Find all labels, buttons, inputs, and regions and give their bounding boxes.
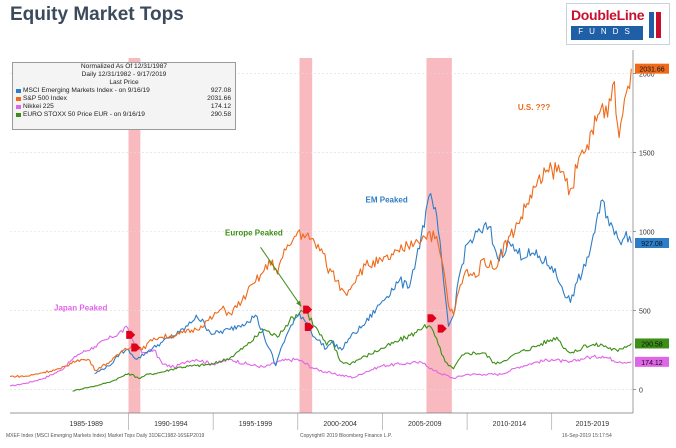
peak-marker-4 [304, 322, 314, 331]
logo-wordmark: DoubleLine [571, 7, 645, 23]
footer-copyright: Copyright© 2019 Bloomberg Finance L.P. [300, 433, 392, 439]
y-tick-label-1000: 1000 [639, 230, 655, 237]
logo-mark-icon [649, 12, 661, 38]
series-line-msci-emerging-markets-index [94, 193, 632, 375]
y-tick-label-2000: 2000 [639, 72, 655, 79]
last-value-flag-s-p-500-index: 2031.66 [635, 63, 669, 74]
series-line-s-p-500-index [9, 68, 632, 378]
annotation-3: EM Peaked [366, 195, 408, 204]
legend-header-1: Normalized As Of 12/31/1987 [80, 63, 168, 70]
last-value-box [635, 338, 669, 349]
legend-swatch-sp500 [16, 97, 21, 101]
x-period-label-5: 2005-2009 [408, 421, 442, 428]
y-tick-label-500: 500 [639, 308, 651, 315]
page-title: Equity Market Tops [10, 4, 184, 25]
last-value-flag-euro-stoxx-50-price-eur: 290.58 [635, 338, 669, 349]
last-value-label: 174.12 [641, 360, 663, 367]
logo-funds-bar: FUNDS [571, 26, 643, 40]
legend-value-sp500: 2031.66 [207, 95, 231, 102]
last-value-flag-nikkei-225: 174.12 [635, 356, 669, 367]
peak-marker-1 [126, 330, 136, 339]
europe-arrow-head [296, 300, 302, 307]
legend-value-eurostoxx: 290.58 [210, 111, 231, 118]
legend-header-2: Daily 12/31/1982 - 9/17/2019 [81, 71, 167, 78]
last-value-flag-msci-emerging-markets-index: 927.08 [635, 238, 669, 249]
peak-marker-2 [131, 343, 141, 352]
x-period-label-3: 1995-1999 [239, 421, 273, 428]
legend-header-3: Last Price [109, 79, 139, 86]
footer-source: MXEF Index (MSCI Emerging Markets Index)… [6, 433, 205, 439]
logo-funds-text: FUNDS [578, 27, 636, 36]
last-value-label: 2031.66 [639, 67, 664, 74]
x-period-label-2: 1990-1994 [154, 421, 188, 428]
peak-marker-6 [437, 324, 447, 333]
series-line-nikkei-225 [9, 325, 632, 387]
last-value-box [635, 63, 669, 74]
legend-swatch-msci [16, 89, 21, 93]
x-period-label-6: 2010-2014 [493, 421, 527, 428]
legend-item-nikkei: Nikkei 225 174.12 [13, 103, 235, 111]
x-period-label-7: 2015-2019 [576, 421, 610, 428]
legend-swatch-nikkei [16, 105, 21, 109]
doubleline-logo: DoubleLine FUNDS [566, 3, 670, 45]
legend-label-nikkei: Nikkei 225 [23, 103, 54, 110]
x-period-label-1: 1985-1989 [69, 421, 103, 428]
peak-band-1 [128, 58, 141, 413]
series-line-euro-stoxx-50-price-eur [72, 309, 632, 392]
x-period-label-4: 2000-2004 [323, 421, 357, 428]
legend-value-msci: 927.08 [210, 87, 231, 94]
legend-item-msci: MSCI Emerging Markets Index - on 9/16/19… [13, 87, 235, 95]
legend-item-eurostoxx: EURO STOXX 50 Price EUR - on 9/16/19 290… [13, 111, 235, 119]
last-value-label: 927.08 [641, 241, 663, 248]
legend-value-nikkei: 174.12 [210, 103, 231, 110]
last-value-box [635, 238, 669, 249]
last-value-label: 290.58 [641, 341, 663, 348]
y-tick-label-1500: 1500 [639, 151, 655, 158]
peak-marker-5 [427, 314, 437, 323]
annotation-2: Europe Peaked [225, 228, 283, 237]
legend-label-sp500: S&P 500 Index [23, 95, 67, 102]
legend-label-msci: MSCI Emerging Markets Index - on 9/16/19 [23, 87, 150, 94]
chart-legend: Normalized As Of 12/31/1987 Daily 12/31/… [12, 62, 236, 130]
legend-item-sp500: S&P 500 Index 2031.66 [13, 95, 235, 103]
last-value-box [635, 356, 669, 367]
legend-swatch-eurostoxx [16, 113, 21, 117]
footer-timestamp: 16-Sep-2019 15:17:54 [562, 433, 612, 439]
annotation-1: Japan Peaked [54, 303, 107, 312]
y-tick-label-0: 0 [639, 387, 643, 394]
europe-arrow-shaft [260, 246, 302, 307]
peak-marker-3 [303, 305, 313, 314]
legend-label-eurostoxx: EURO STOXX 50 Price EUR - on 9/16/19 [23, 111, 145, 118]
annotation-4: U.S. ??? [518, 103, 551, 112]
